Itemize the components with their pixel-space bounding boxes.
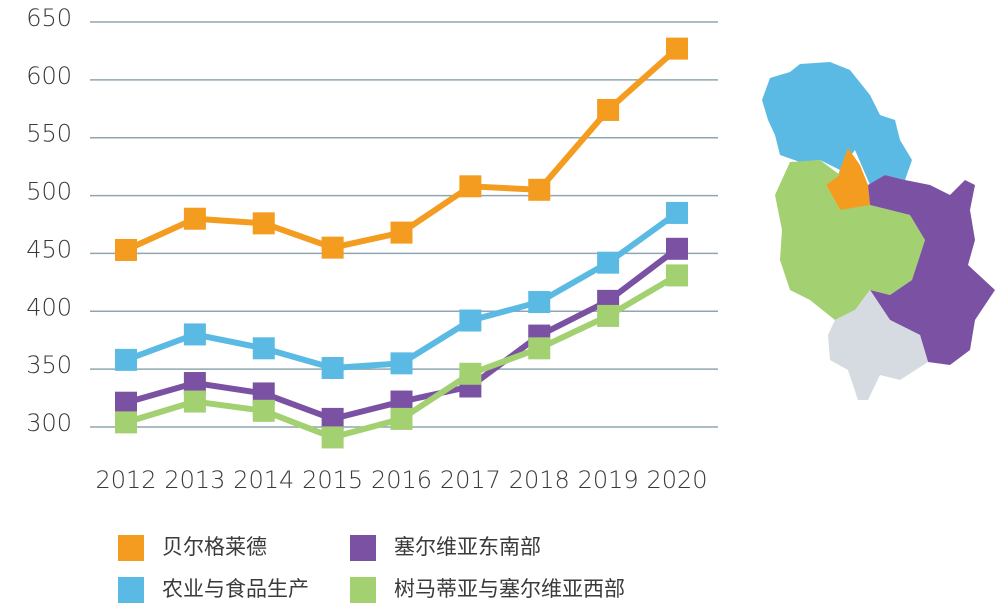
x-tick-label: 2014 xyxy=(233,466,294,494)
data-point xyxy=(390,407,413,430)
y-tick-label: 300 xyxy=(26,409,72,437)
data-point xyxy=(459,362,482,385)
data-point xyxy=(115,411,137,434)
legend-item: 树马蒂亚与塞尔维亚西部 xyxy=(350,577,625,603)
data-point xyxy=(321,426,344,449)
data-point xyxy=(459,309,482,332)
y-tick-label: 550 xyxy=(26,120,72,148)
series-line xyxy=(124,46,679,253)
data-point xyxy=(666,237,688,260)
x-tick-label: 2020 xyxy=(646,466,707,494)
x-tick-label: 2018 xyxy=(509,466,570,494)
map-region-belgrade xyxy=(826,148,870,212)
data-point xyxy=(666,201,688,224)
y-tick-label: 350 xyxy=(26,351,72,379)
data-point xyxy=(597,304,620,327)
data-point xyxy=(666,37,688,60)
data-point xyxy=(321,356,344,379)
map-region-north xyxy=(762,62,912,185)
legend-item: 农业与食品生产 xyxy=(118,577,309,603)
legend-label: 农业与食品生产 xyxy=(162,577,309,601)
data-point xyxy=(597,251,620,274)
legend-swatch xyxy=(350,577,376,603)
x-tick-label: 2016 xyxy=(371,466,432,494)
data-point xyxy=(597,98,620,121)
x-tick-label: 2012 xyxy=(95,466,156,494)
x-tick-label: 2013 xyxy=(164,466,225,494)
y-tick-label: 650 xyxy=(26,4,72,32)
data-point xyxy=(390,352,413,375)
map-region-west xyxy=(775,160,925,320)
legend-item: 塞尔维亚东南部 xyxy=(350,535,541,561)
data-point xyxy=(252,399,275,422)
legend-item: 贝尔格莱德 xyxy=(118,535,267,561)
legend-swatch xyxy=(118,577,144,603)
data-point xyxy=(183,323,206,346)
data-point xyxy=(252,337,275,360)
y-tick-label: 600 xyxy=(26,62,72,90)
data-point xyxy=(183,207,206,230)
legend-swatch xyxy=(350,535,376,561)
data-point xyxy=(528,291,551,314)
legend-swatch xyxy=(118,535,144,561)
x-tick-label: 2015 xyxy=(302,466,363,494)
data-point xyxy=(183,390,206,413)
map xyxy=(762,62,995,400)
data-point xyxy=(321,407,344,430)
data-point xyxy=(115,391,137,414)
data-point xyxy=(459,175,482,198)
data-point xyxy=(321,236,344,259)
data-point xyxy=(252,382,275,405)
data-point xyxy=(115,238,137,261)
x-tick-label: 2017 xyxy=(440,466,501,494)
data-point xyxy=(390,390,413,413)
map-region-east xyxy=(868,175,995,365)
data-point xyxy=(390,221,413,244)
data-point xyxy=(528,178,551,201)
data-point xyxy=(183,372,206,395)
data-point xyxy=(666,264,688,287)
legend-label: 树马蒂亚与塞尔维亚西部 xyxy=(394,577,625,601)
y-tick-label: 450 xyxy=(26,235,72,263)
legend-label: 贝尔格莱德 xyxy=(162,535,267,559)
data-point xyxy=(252,212,275,235)
legend-label: 塞尔维亚东南部 xyxy=(394,535,541,559)
map-region-south xyxy=(828,290,928,400)
data-point xyxy=(528,337,551,360)
data-point xyxy=(115,348,137,371)
y-tick-label: 400 xyxy=(26,293,72,321)
y-tick-label: 500 xyxy=(26,178,72,206)
x-tick-label: 2019 xyxy=(578,466,639,494)
